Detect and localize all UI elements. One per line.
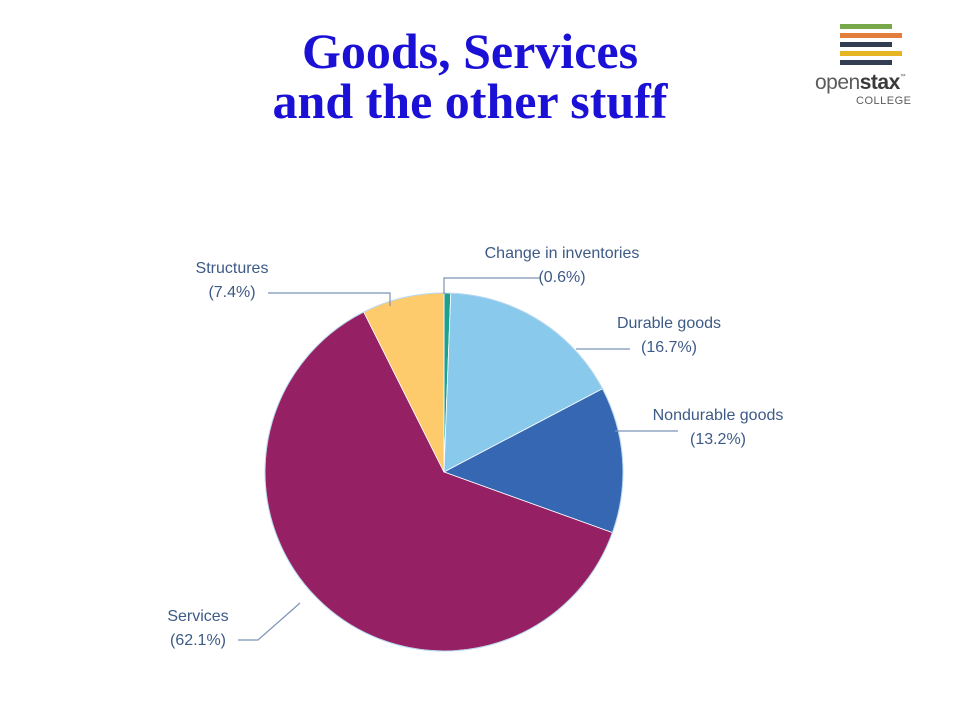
slice-label-name: Services	[167, 608, 228, 625]
slice-label-percent: (7.4%)	[208, 284, 255, 301]
logo-stripe	[840, 24, 892, 29]
logo-stripe	[840, 51, 902, 56]
slice-label-percent: (62.1%)	[170, 632, 226, 649]
leader-line	[238, 602, 301, 641]
logo-word-light: open	[815, 71, 860, 94]
slide-title-line-2: and the other stuff	[272, 73, 668, 129]
leader-lines	[238, 277, 678, 641]
slice-label-percent: (16.7%)	[641, 339, 697, 356]
slice-label-percent: (0.6%)	[538, 269, 585, 286]
slice-label-name: Structures	[196, 260, 269, 277]
openstax-logo: openstax™ COLLEGE	[812, 20, 932, 110]
logo-stripe	[840, 60, 892, 65]
logo-stripe	[840, 33, 902, 38]
logo-wordmark: openstax™	[815, 71, 906, 95]
slice-label-name: Nondurable goods	[653, 407, 784, 424]
slide-title: Goods, Services and the other stuff	[190, 26, 750, 126]
pie-slices	[264, 292, 624, 652]
logo-trademark: ™	[899, 74, 906, 80]
slice-label-percent: (13.2%)	[690, 431, 746, 448]
logo-stripe	[840, 42, 892, 47]
slice-labels: Change in inventories (0.6%) Durable goods…	[167, 245, 783, 649]
logo-subtitle: COLLEGE	[856, 95, 912, 107]
logo-word-bold: stax	[859, 71, 901, 94]
slice-label-name: Change in inventories	[485, 245, 640, 262]
leader-line	[443, 277, 540, 294]
slice-label-name: Durable goods	[617, 315, 721, 332]
slide-title-line-1: Goods, Services	[301, 23, 639, 79]
leader-line	[268, 292, 391, 306]
